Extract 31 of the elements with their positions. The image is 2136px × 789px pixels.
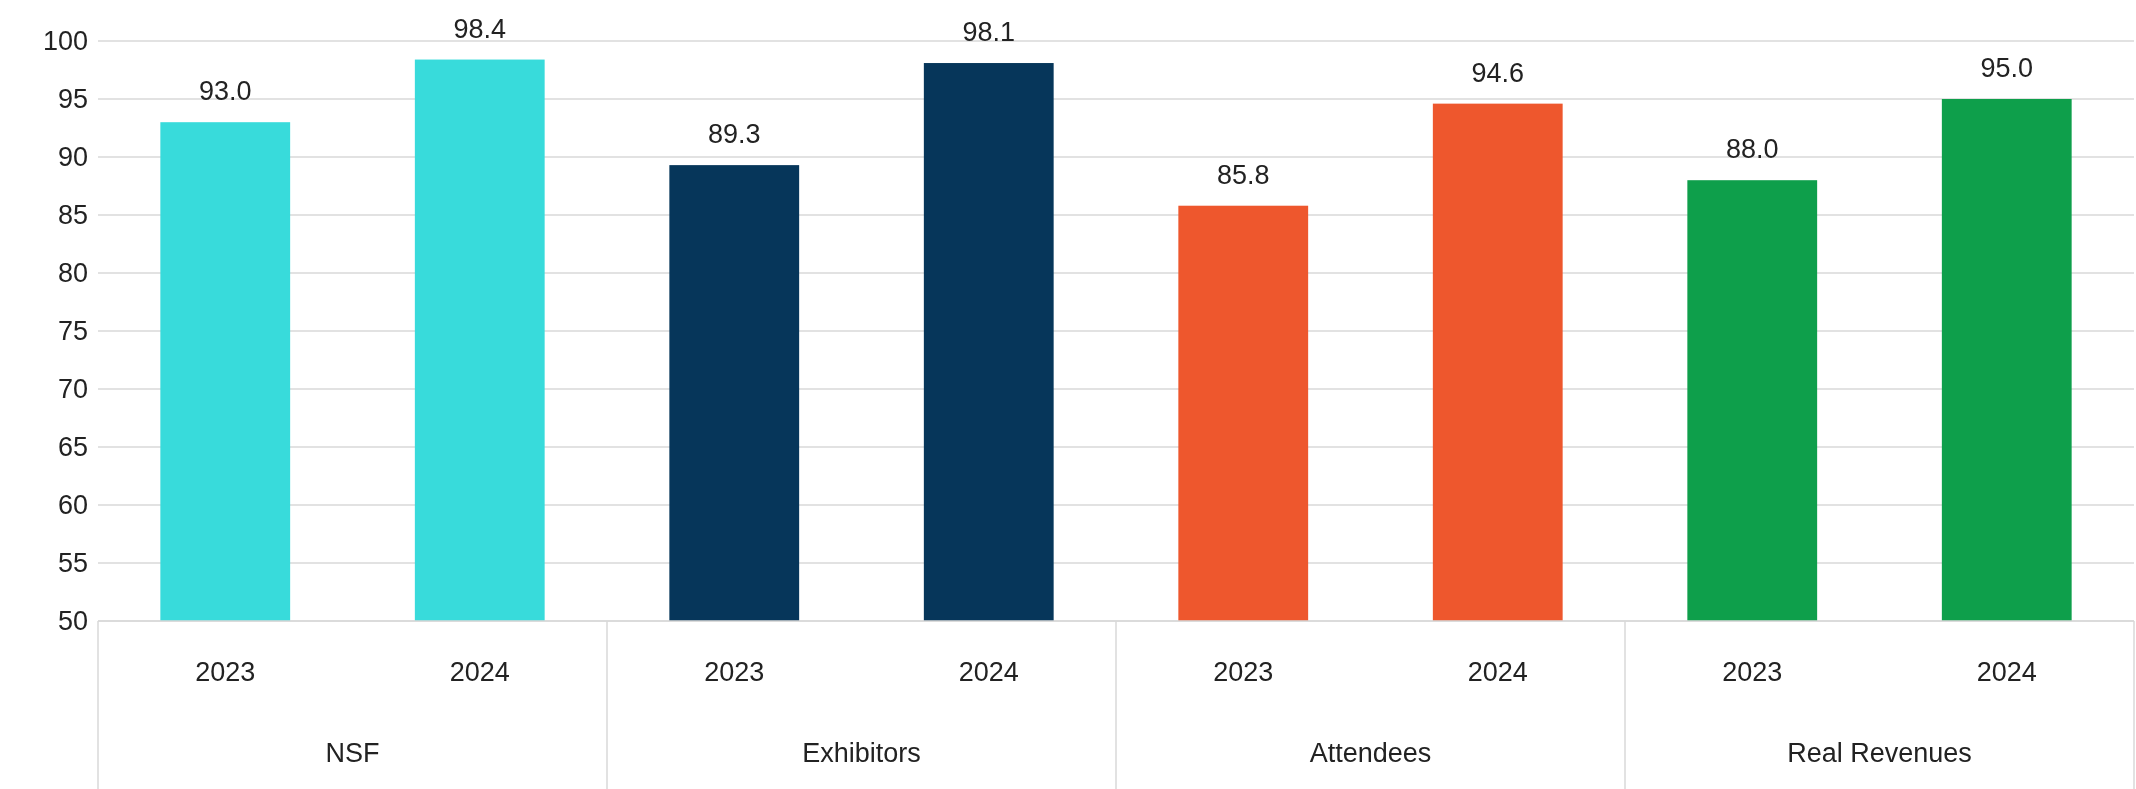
data-label: 89.3 [707,119,761,150]
text: Attendees [1309,738,1432,769]
y-tick-label: 100 [42,26,88,57]
text: Real Revenues [1787,738,1972,769]
y-tick-label: 90 [57,142,88,173]
data-label: 98.1 [962,17,1016,48]
y-tick-label: 85 [57,200,88,231]
data-label: 85.8 [1216,159,1270,190]
data-label: 95.0 [1980,53,2034,83]
y-tick-label: 95 [57,84,88,115]
x-tick-label: 2023 [1213,657,1274,688]
x-tick-label: 2024 [958,657,1019,688]
y-tick-label: 65 [57,432,88,463]
y-tick-label: 75 [57,316,88,347]
y-tick-label: 80 [57,258,88,289]
x-tick-label: 2023 [1722,657,1783,688]
x-tick-label: 2024 [1467,657,1528,688]
data-label: 94.6 [1471,57,1525,88]
y-tick-label: 70 [57,374,88,405]
text: Exhibitors [802,738,921,769]
data-label: 98.4 [453,13,507,44]
x-tick-label: 2024 [449,657,510,688]
data-label: 88.0 [1725,134,1779,165]
x-tick-label: 2024 [1976,657,2037,688]
x-tick-label: 2023 [704,657,765,688]
y-tick-label: 55 [57,548,88,579]
y-tick-label: 50 [57,606,88,637]
data-label: 93.0 [198,76,252,107]
text: NSF [325,738,380,769]
y-tick-label: 60 [57,490,88,521]
x-tick-label: 2023 [195,657,256,688]
